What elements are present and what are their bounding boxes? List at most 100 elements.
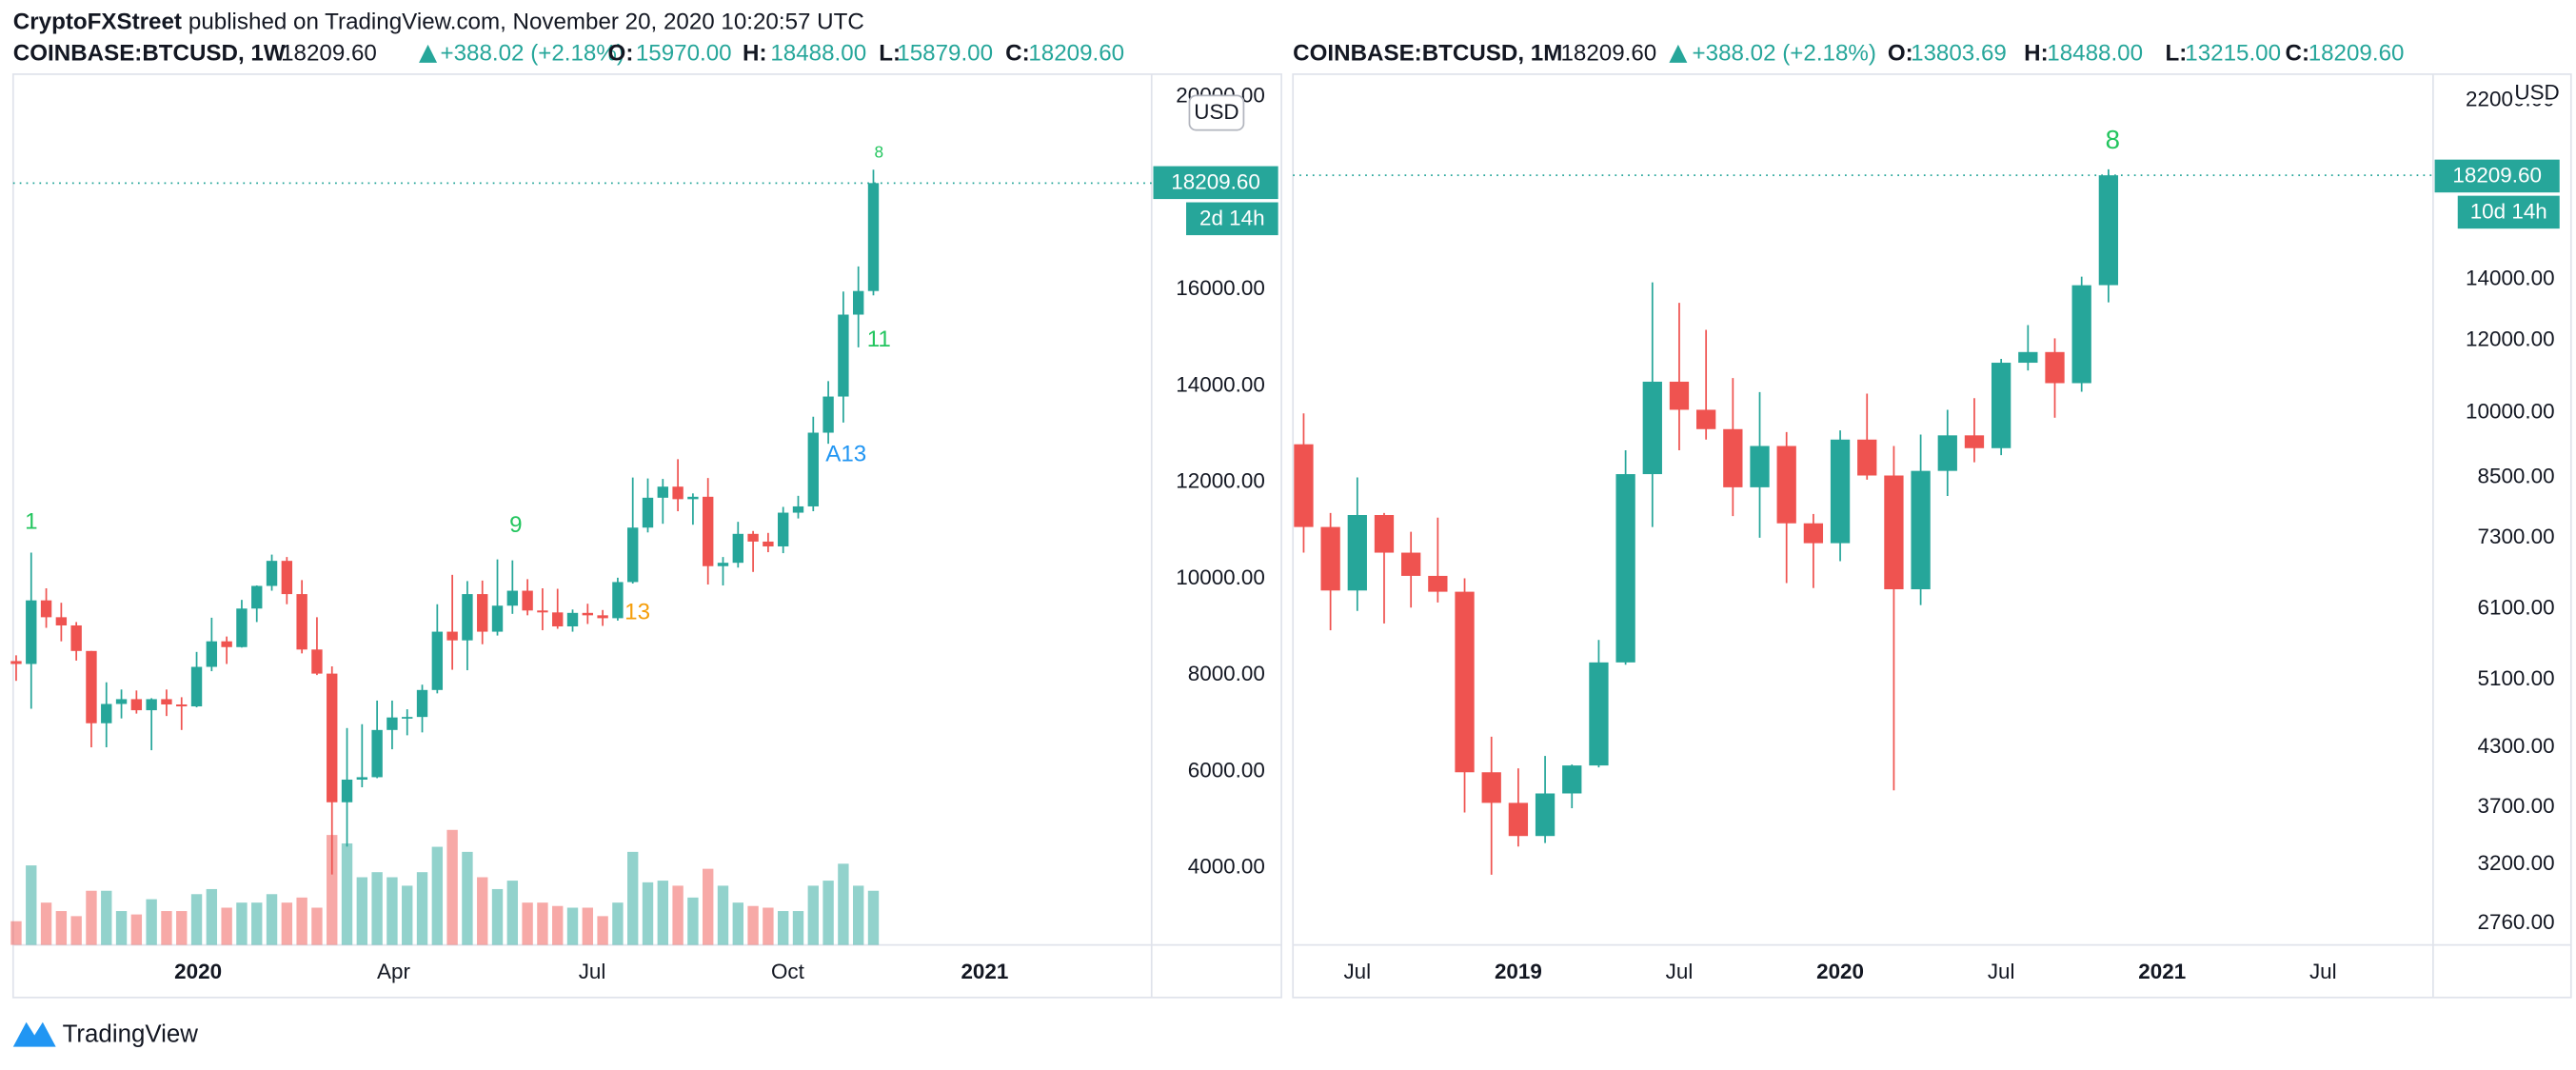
y-tick-label: 5100.00 (2478, 666, 2555, 690)
candle-body (1294, 444, 1314, 527)
volume-bar (311, 907, 323, 945)
y-tick-label: 4000.00 (1188, 855, 1265, 879)
volume-bar (221, 907, 232, 945)
x-tick-label: Oct (771, 960, 805, 983)
countdown-label: 10d 14h (2470, 200, 2547, 224)
ohlc-value: 13803.69 (1911, 41, 2007, 67)
ohlc-value: 13215.00 (2185, 41, 2281, 67)
candle-body (1964, 435, 1985, 448)
volume-bar (341, 842, 353, 945)
td-annotation: 8 (874, 142, 883, 161)
x-tick-label: 2021 (961, 960, 1008, 983)
x-tick-label: Jul (2309, 960, 2337, 983)
logo-icon (12, 1021, 56, 1047)
candle-body (1401, 552, 1421, 576)
td-annotation: 1 (25, 508, 37, 534)
candle-body (1830, 439, 1851, 544)
candle-body (236, 608, 248, 647)
volume-bar (657, 881, 668, 945)
last-price-label: 18209.60 (1171, 170, 1260, 194)
volume-bar (402, 885, 413, 945)
volume-bar (266, 894, 278, 945)
volume-bar (477, 877, 488, 945)
candle-body (1803, 523, 1824, 544)
ohlc-key: C: (2286, 41, 2310, 67)
volume-bar (190, 894, 203, 945)
candle-body (1750, 446, 1770, 487)
candle-body (101, 703, 112, 723)
y-tick-label: 12000.00 (1176, 469, 1265, 493)
volume-bar (55, 911, 68, 945)
volume-bar (597, 916, 608, 945)
ohlc-key: O: (608, 41, 634, 67)
volume-bar (431, 846, 444, 945)
volume-bar (386, 877, 398, 945)
candle-body (747, 533, 759, 542)
volume-bar (70, 916, 82, 945)
candle-body (642, 497, 654, 528)
volume-bar (416, 872, 428, 945)
candle-body (807, 432, 819, 506)
currency: USD (1194, 100, 1238, 124)
candle-body (732, 533, 743, 564)
volume-bar (522, 902, 533, 945)
candle-body (2018, 351, 2038, 364)
volume-bar (566, 907, 579, 945)
candle-body (2045, 351, 2065, 384)
candle-body (311, 649, 323, 674)
volume-bar (327, 835, 338, 945)
ohlc-value: 18209.60 (1028, 41, 1124, 67)
candle-body (1911, 470, 1931, 589)
volume-bar (627, 851, 639, 945)
candle-body (1589, 662, 1609, 766)
candle-body (327, 673, 338, 802)
y-tick-label: 2760.00 (2478, 910, 2555, 934)
y-tick-label: 16000.00 (1176, 276, 1265, 300)
volume-bar (642, 882, 654, 945)
candle-body (1937, 435, 1957, 471)
x-tick-label: 2020 (1816, 960, 1864, 983)
candle-body (1455, 591, 1475, 773)
candle-body (115, 699, 128, 704)
ohlc-value: 15879.00 (897, 41, 993, 67)
volume-bar (161, 911, 172, 945)
candle-body (1508, 802, 1529, 837)
candle-body (477, 594, 488, 632)
y-tick-label: 6100.00 (2478, 596, 2555, 620)
last-price-label: 18209.60 (2452, 164, 2542, 188)
volume-bar (763, 907, 774, 945)
candle-body (1642, 381, 1662, 475)
candle-body (853, 290, 864, 315)
logo: TradingView (12, 1020, 198, 1047)
candle-body (371, 729, 383, 778)
volume-bar (732, 902, 743, 945)
candle-body (266, 561, 278, 586)
up-triangle (1669, 44, 1688, 63)
x-tick-label: 2020 (174, 960, 222, 983)
last-price-box (2434, 159, 2560, 193)
candle-body (822, 396, 834, 433)
volume-bar (296, 897, 307, 945)
y-tick-label: 3200.00 (2478, 851, 2555, 875)
candle-body (462, 594, 473, 641)
candle-body (778, 512, 789, 546)
td-annotation: 8 (2106, 125, 2120, 154)
td-annotation: 13 (624, 599, 650, 624)
y-tick-label: 14000.00 (1176, 372, 1265, 396)
candle-body (1481, 772, 1501, 803)
volume-bar (236, 902, 248, 945)
currency-box (1188, 94, 1245, 131)
volume-bar (778, 911, 789, 945)
ohlc-key: H: (743, 41, 767, 67)
candle-body (1615, 474, 1635, 663)
y-tick-label: 8000.00 (1188, 662, 1265, 685)
candle-body (1374, 515, 1395, 553)
volume-bar (612, 902, 624, 945)
candle-body (597, 615, 608, 619)
candle-body (687, 496, 699, 500)
volume-bar (687, 897, 699, 945)
volume-bar (371, 872, 383, 945)
candle-body (838, 314, 849, 397)
candle-body (552, 612, 564, 626)
